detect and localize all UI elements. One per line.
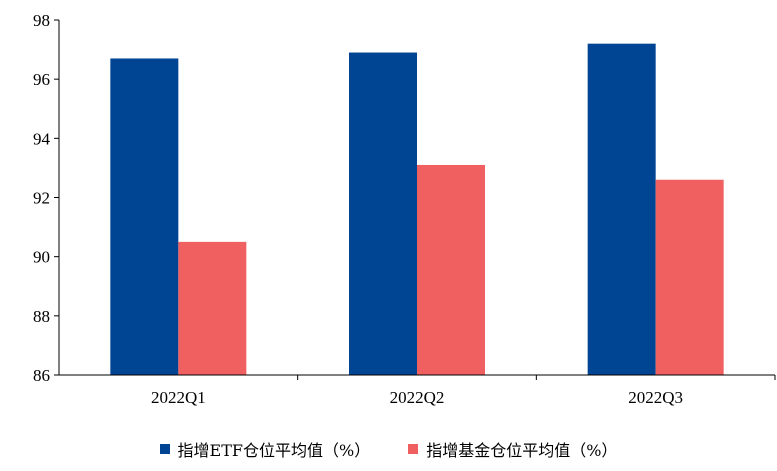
legend-swatch-etf — [159, 444, 170, 454]
x-axis: 2022Q1 2022Q2 2022Q3 — [59, 374, 776, 407]
x-tick-label: 2022Q3 — [628, 388, 683, 407]
legend-item-etf: 指增ETF仓位平均值（%） — [159, 437, 371, 461]
x-tick-label: 2022Q2 — [390, 388, 445, 407]
bar-fund-2022q3 — [655, 179, 724, 375]
legend-swatch-fund — [408, 444, 419, 454]
bar-chart: 86 88 90 92 94 96 98 2022Q1 2022Q2 2022Q3 — [33, 11, 776, 407]
bar-etf-2022q2 — [349, 52, 417, 376]
y-tick-label: 96 — [33, 70, 50, 89]
bars — [110, 43, 724, 376]
y-tick-label: 86 — [33, 366, 50, 385]
x-tick-label: 2022Q1 — [151, 388, 206, 407]
legend-item-fund: 指增基金仓位平均值（%） — [408, 437, 617, 461]
y-tick-label: 94 — [33, 129, 51, 148]
y-tick-label: 98 — [33, 11, 50, 30]
legend-label-fund: 指增基金仓位平均值（%） — [426, 441, 618, 460]
y-tick-label: 90 — [33, 248, 50, 267]
y-tick-label: 88 — [33, 307, 50, 326]
y-axis: 86 88 90 92 94 96 98 — [33, 11, 60, 385]
bar-etf-2022q1 — [110, 58, 179, 375]
bar-fund-2022q2 — [417, 164, 485, 375]
y-tick-label: 92 — [33, 189, 50, 208]
bar-etf-2022q3 — [587, 43, 656, 376]
legend: 指增ETF仓位平均值（%） 指增基金仓位平均值（%） — [0, 437, 777, 461]
bar-fund-2022q1 — [178, 241, 247, 375]
legend-label-etf: 指增ETF仓位平均值（%） — [177, 441, 371, 460]
